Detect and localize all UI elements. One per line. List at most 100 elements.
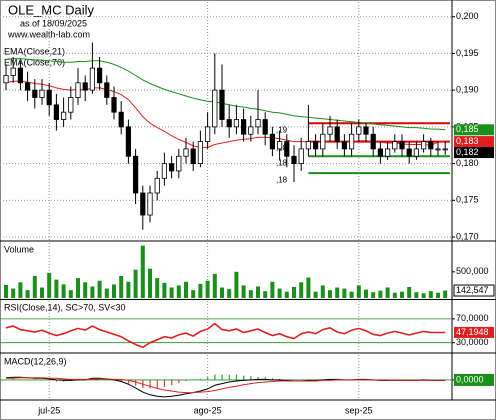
volume-bar bbox=[220, 287, 224, 298]
candle-body bbox=[82, 82, 88, 91]
value-label-box bbox=[454, 326, 494, 338]
volume-bar bbox=[248, 290, 253, 298]
volume-bar bbox=[198, 283, 203, 298]
candle-body bbox=[212, 89, 218, 128]
volume-bar bbox=[104, 288, 109, 298]
candle-body bbox=[255, 119, 261, 128]
candle-body bbox=[377, 148, 384, 157]
candle-body bbox=[348, 133, 355, 150]
volume-bar bbox=[126, 281, 131, 298]
histogram-bar bbox=[235, 374, 238, 380]
histogram-bar bbox=[185, 379, 187, 381]
volume-bar bbox=[313, 291, 318, 298]
value-label: 47,1948 bbox=[456, 327, 489, 337]
line bbox=[5, 58, 446, 131]
volume-bar bbox=[68, 290, 73, 298]
volume-bar bbox=[320, 285, 325, 298]
level-label: ,18 bbox=[276, 158, 288, 167]
candle-body bbox=[17, 67, 24, 84]
volume-bar bbox=[176, 285, 181, 298]
histogram-bar bbox=[5, 379, 7, 380]
volume-bar bbox=[133, 269, 138, 298]
volume-bar bbox=[407, 287, 412, 298]
histogram-bar bbox=[271, 378, 274, 380]
volume-bar bbox=[428, 291, 433, 298]
volume-bar bbox=[162, 282, 167, 298]
volume-bar bbox=[83, 282, 88, 298]
volume-bar bbox=[54, 279, 59, 298]
volume-bar bbox=[205, 280, 210, 298]
value-label-box bbox=[454, 136, 494, 148]
volume-bar bbox=[47, 272, 52, 298]
pane-title: MACD(12,26,9) bbox=[4, 356, 67, 366]
volume-bar bbox=[76, 278, 80, 298]
y-tick-label: 0,180 bbox=[456, 158, 479, 168]
candle-body bbox=[39, 89, 45, 98]
candle-body bbox=[356, 126, 362, 135]
candle-body bbox=[334, 126, 340, 142]
volume-bar bbox=[61, 284, 66, 298]
volume-bar bbox=[191, 290, 196, 298]
histogram-bar bbox=[315, 379, 317, 380]
candle-body bbox=[168, 163, 175, 172]
volume-bar bbox=[421, 293, 426, 298]
volume-bar bbox=[392, 292, 397, 298]
candle-body bbox=[428, 141, 434, 150]
candle-body bbox=[111, 97, 117, 113]
candle-body bbox=[305, 141, 312, 150]
histogram-bar bbox=[199, 378, 202, 380]
line bbox=[6, 377, 446, 394]
histogram-bar bbox=[120, 379, 122, 383]
histogram-bar bbox=[34, 379, 36, 381]
volume-bar bbox=[414, 292, 419, 298]
y-tick-label: 0,170 bbox=[456, 231, 479, 241]
histogram-bar bbox=[214, 374, 216, 380]
candle-body bbox=[312, 141, 319, 150]
value-label: 0,182 bbox=[456, 147, 479, 157]
y-tick-label: 500,000 bbox=[456, 266, 489, 276]
candle-body bbox=[32, 89, 38, 98]
histogram-bar bbox=[264, 377, 266, 380]
histogram-bar bbox=[257, 376, 259, 380]
volume-bar bbox=[328, 290, 332, 298]
value-label-box bbox=[454, 373, 494, 386]
histogram-bar bbox=[163, 379, 166, 387]
histogram-bar bbox=[55, 379, 58, 382]
candle-body bbox=[132, 155, 139, 194]
value-label-box bbox=[454, 124, 494, 136]
volume-bar bbox=[97, 280, 102, 298]
source: www.wealth-lab.com bbox=[7, 29, 90, 39]
histogram-bar bbox=[19, 379, 22, 380]
histogram-bar bbox=[286, 379, 288, 380]
volume-bar bbox=[443, 290, 448, 298]
candle-body bbox=[363, 126, 369, 135]
histogram-bar bbox=[127, 379, 130, 384]
histogram-bar bbox=[171, 379, 173, 386]
candle-body bbox=[176, 155, 182, 172]
histogram-bar bbox=[250, 376, 252, 380]
volume-bar bbox=[148, 268, 152, 298]
candle-body bbox=[104, 82, 110, 98]
x-tick-label: jul-25 bbox=[37, 405, 60, 415]
line bbox=[5, 322, 446, 349]
volume-bar bbox=[18, 282, 23, 298]
candle-body bbox=[147, 192, 153, 216]
volume-bar bbox=[40, 287, 44, 298]
candle-body bbox=[233, 119, 239, 128]
candle-body bbox=[140, 192, 146, 216]
candle-body bbox=[248, 126, 254, 135]
candle-body bbox=[219, 89, 225, 120]
volume-bar bbox=[227, 289, 232, 298]
candle-body bbox=[68, 97, 74, 113]
volume-bar bbox=[436, 292, 440, 298]
histogram-bar bbox=[41, 379, 43, 381]
histogram-bar bbox=[207, 377, 209, 380]
candle-body bbox=[183, 148, 189, 157]
volume-bar bbox=[32, 276, 37, 298]
volume-bar bbox=[364, 289, 368, 298]
candle-body bbox=[89, 67, 95, 91]
y-tick-label: 0,175 bbox=[456, 195, 479, 205]
pane-title: Volume bbox=[4, 244, 34, 254]
candle-body bbox=[420, 141, 427, 150]
